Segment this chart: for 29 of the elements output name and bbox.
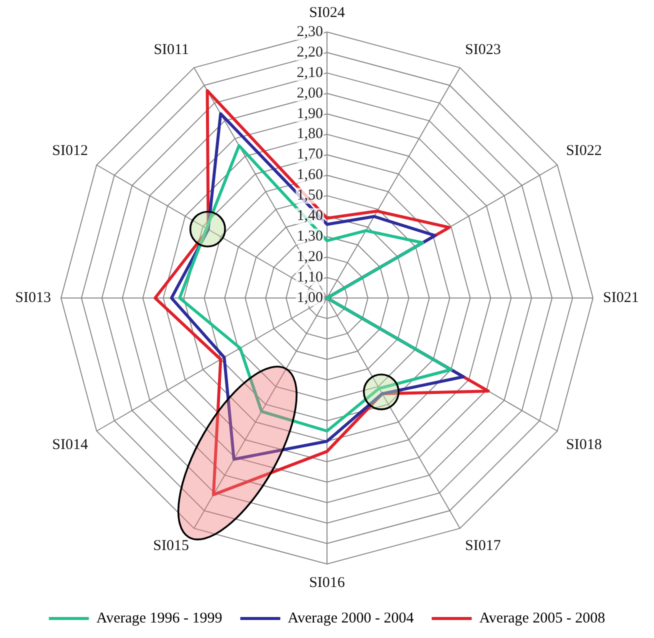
spoke-label: SI022 bbox=[566, 142, 602, 159]
spoke-label: SI017 bbox=[465, 538, 502, 554]
spoke-label: SI011 bbox=[154, 42, 189, 58]
spoke-label: SI012 bbox=[52, 142, 88, 159]
y-tick-label: 1,20 bbox=[296, 249, 323, 266]
y-tick-label: 1,60 bbox=[296, 167, 323, 184]
legend-label: Average 1996 - 1999 bbox=[96, 610, 222, 626]
spoke-label: SI015 bbox=[153, 538, 189, 554]
y-tick-label: 2,10 bbox=[296, 64, 323, 81]
y-tick-label: 1,40 bbox=[296, 208, 323, 224]
y-tick-label: 1,70 bbox=[296, 146, 323, 163]
y-tick-label: 1,30 bbox=[296, 228, 323, 245]
spoke-label: SI024 bbox=[309, 4, 346, 21]
spoke-label: SI023 bbox=[465, 42, 501, 58]
y-tick-label: 1,50 bbox=[296, 188, 323, 204]
y-tick-label: 2,30 bbox=[296, 24, 323, 40]
y-tick-label: 1,00 bbox=[296, 290, 323, 306]
spoke-label: SI021 bbox=[603, 290, 639, 306]
y-tick-label: 2,00 bbox=[296, 85, 323, 102]
spoke-label: SI013 bbox=[15, 290, 51, 306]
y-tick-label: 1,10 bbox=[296, 269, 323, 286]
spoke-label: SI018 bbox=[566, 436, 602, 453]
legend-label: Average 2005 - 2008 bbox=[479, 610, 606, 626]
y-tick-label: 1,80 bbox=[296, 126, 323, 142]
y-tick-label: 1,90 bbox=[296, 106, 323, 122]
spoke-label: SI014 bbox=[52, 436, 88, 453]
spoke-label: SI016 bbox=[309, 574, 346, 591]
y-tick-label: 2,20 bbox=[296, 44, 323, 60]
legend-label: Average 2000 - 2004 bbox=[288, 610, 414, 626]
